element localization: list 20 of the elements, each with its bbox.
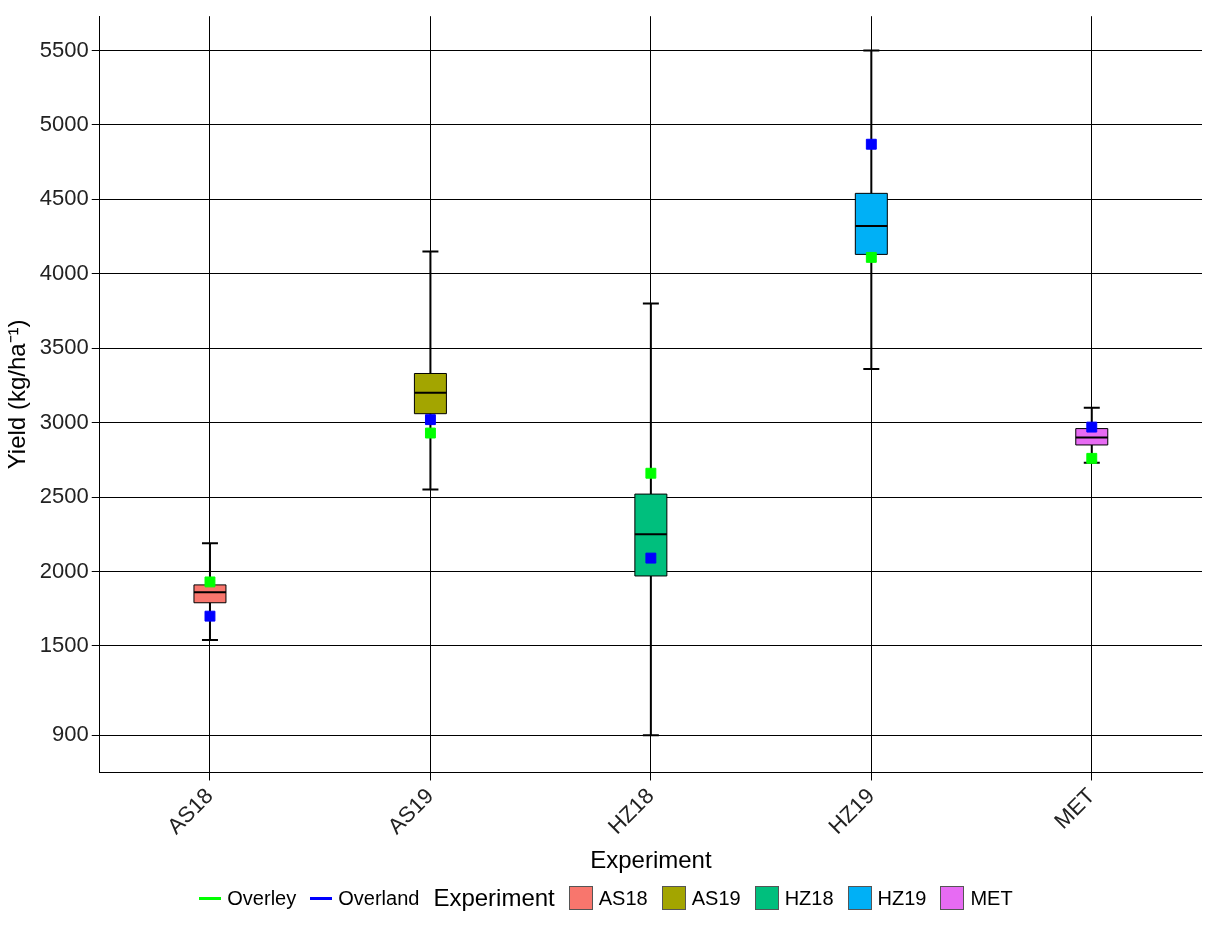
legend-label: Overley: [227, 886, 297, 910]
legend-label: Overland: [338, 886, 420, 910]
y-tick-label: 2500: [39, 483, 89, 509]
category-label: AS18: [598, 886, 648, 909]
y-tick-label: 1500: [39, 632, 89, 657]
y-tick-label: 900: [52, 721, 89, 747]
category-label: AS19: [691, 886, 741, 909]
legend-title: Experiment: [433, 884, 555, 912]
y-axis-title: Yield (kg/ha⁻¹): [3, 319, 31, 470]
y-tick-label: 5500: [39, 36, 89, 62]
y-tick-label: 2000: [39, 557, 89, 583]
category-label: HZ18: [784, 886, 834, 909]
y-tick-label: 4500: [39, 185, 89, 211]
x-axis-title: Experiment: [590, 846, 712, 874]
category-label: HZ19: [877, 886, 927, 909]
y-tick-label: 3000: [39, 408, 89, 434]
y-tick-label: 4000: [39, 259, 89, 285]
y-tick-label: 5000: [39, 110, 89, 136]
y-tick-label: 3500: [39, 334, 89, 360]
category-label: MET: [970, 886, 1013, 909]
